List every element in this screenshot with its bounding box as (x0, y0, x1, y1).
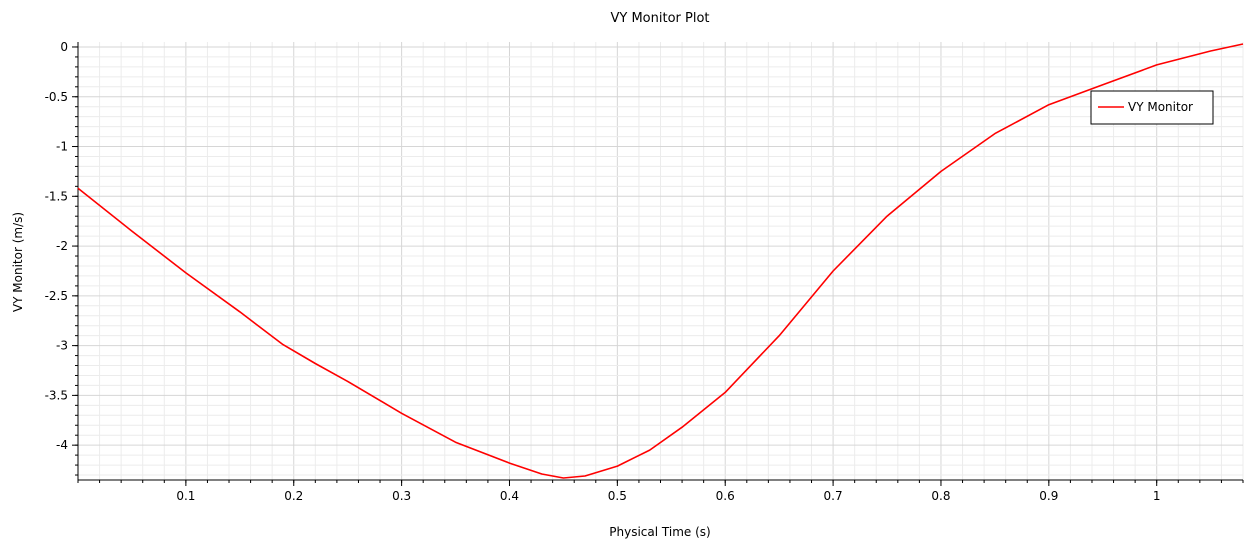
legend-label-vy-monitor: VY Monitor (1128, 100, 1193, 114)
x-tick-label: 0.4 (500, 489, 519, 503)
x-tick-label: 0.9 (1039, 489, 1058, 503)
x-axis-label: Physical Time (s) (609, 525, 710, 539)
x-tick-label: 0.8 (931, 489, 950, 503)
chart-title: VY Monitor Plot (610, 11, 709, 26)
x-tick-label: 0.5 (608, 489, 627, 503)
x-tick-label: 0.6 (716, 489, 735, 503)
legend: VY Monitor (1090, 90, 1214, 125)
x-tick-label: 1 (1153, 489, 1161, 503)
y-tick-label: -4 (56, 438, 68, 452)
y-tick-label: 0 (60, 40, 68, 54)
x-tick-label: 0.2 (284, 489, 303, 503)
y-tick-label: -3 (56, 339, 68, 353)
y-tick-label: -0.5 (45, 90, 68, 104)
grid (77, 42, 1244, 480)
y-tick-label: -1.5 (45, 189, 68, 203)
x-tick-label: 0.3 (392, 489, 411, 503)
y-tick-label: -1 (56, 140, 68, 154)
y-axis-label: VY Monitor (m/s) (11, 212, 25, 312)
series-layer (77, 43, 1244, 479)
y-tick-label: -2 (56, 239, 68, 253)
y-axis-ticks: 0 -0.5 -1 -1.5 -2 -2.5 -3 -3.5 -4 (45, 40, 78, 476)
x-tick-label: 0.7 (824, 489, 843, 503)
y-tick-label: -2.5 (45, 289, 68, 303)
x-axis-ticks: 0.1 0.2 0.3 0.4 0.5 0.6 0.7 0.8 0.9 1 (77, 480, 1244, 503)
y-tick-label: -3.5 (45, 388, 68, 402)
x-tick-label: 0.1 (176, 489, 195, 503)
series-line-vy-monitor (77, 43, 1244, 479)
